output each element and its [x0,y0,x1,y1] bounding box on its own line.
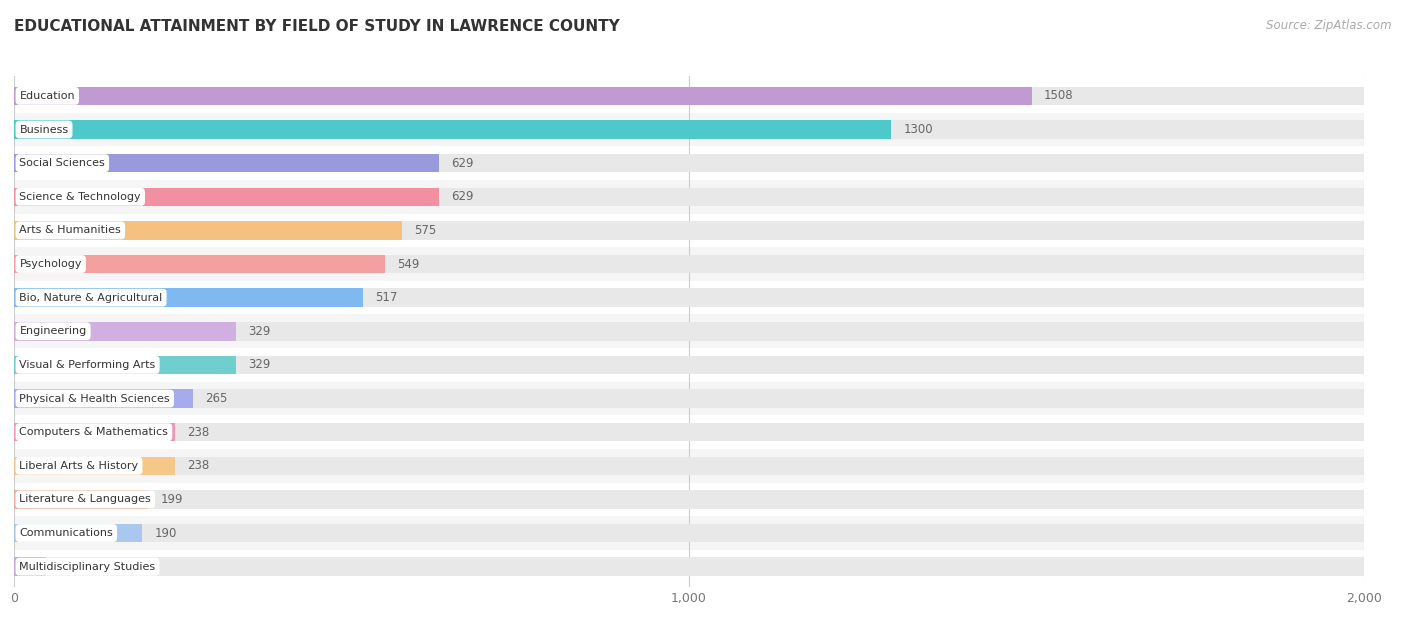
Bar [14,449,1364,483]
Bar [14,255,385,273]
Text: 238: 238 [187,426,209,439]
Bar [14,550,1364,584]
Bar [14,389,193,408]
Text: Business: Business [20,124,69,134]
Bar [14,382,1364,415]
Text: Bio, Nature & Agricultural: Bio, Nature & Agricultural [20,293,163,303]
Text: 48: 48 [59,560,73,573]
Bar [14,86,1032,105]
Bar [14,322,1364,341]
Text: 575: 575 [415,224,436,237]
Text: Source: ZipAtlas.com: Source: ZipAtlas.com [1267,19,1392,32]
Text: 238: 238 [187,459,209,472]
Bar [14,221,1364,240]
Bar [14,213,1364,247]
Text: 1300: 1300 [904,123,934,136]
Bar [14,187,439,206]
Bar [14,221,402,240]
Bar [14,288,1364,307]
Bar [14,121,891,139]
Bar [14,490,1364,509]
Text: 329: 329 [249,325,270,338]
Bar [14,146,1364,180]
Bar [14,314,1364,348]
Bar [14,247,1364,281]
Text: 265: 265 [205,392,228,405]
Bar [14,79,1364,113]
Bar [14,483,1364,516]
Bar [14,113,1364,146]
Bar [14,187,1364,206]
Bar [14,423,174,442]
Text: Arts & Humanities: Arts & Humanities [20,225,121,235]
Bar [14,348,1364,382]
Bar [14,86,1364,105]
Text: EDUCATIONAL ATTAINMENT BY FIELD OF STUDY IN LAWRENCE COUNTY: EDUCATIONAL ATTAINMENT BY FIELD OF STUDY… [14,19,620,34]
Bar [14,322,236,341]
Bar [14,457,174,475]
Bar [14,356,1364,374]
Text: 1508: 1508 [1043,90,1074,102]
Bar [14,288,363,307]
Bar [14,524,142,542]
Bar [14,255,1364,273]
Bar [14,389,1364,408]
Text: Literature & Languages: Literature & Languages [20,495,152,504]
Bar [14,356,236,374]
Text: Communications: Communications [20,528,114,538]
Text: Engineering: Engineering [20,326,87,336]
Text: 517: 517 [375,291,398,304]
Text: Physical & Health Sciences: Physical & Health Sciences [20,394,170,404]
Bar [14,415,1364,449]
Text: 629: 629 [451,191,474,203]
Bar [14,524,1364,542]
Text: Liberal Arts & History: Liberal Arts & History [20,461,139,471]
Text: Education: Education [20,91,75,101]
Bar [14,121,1364,139]
Bar [14,516,1364,550]
Text: Computers & Mathematics: Computers & Mathematics [20,427,169,437]
Text: Social Sciences: Social Sciences [20,158,105,168]
Bar [14,281,1364,314]
Text: 329: 329 [249,358,270,372]
Text: 629: 629 [451,156,474,170]
Bar [14,154,439,172]
Text: 199: 199 [160,493,183,506]
Bar [14,457,1364,475]
Bar [14,180,1364,213]
Text: Psychology: Psychology [20,259,82,269]
Text: 190: 190 [155,526,177,540]
Text: Multidisciplinary Studies: Multidisciplinary Studies [20,562,156,572]
Bar [14,557,46,576]
Text: 549: 549 [396,257,419,271]
Bar [14,557,1364,576]
Bar [14,154,1364,172]
Text: Science & Technology: Science & Technology [20,192,141,202]
Bar [14,490,149,509]
Text: Visual & Performing Arts: Visual & Performing Arts [20,360,156,370]
Bar [14,423,1364,442]
